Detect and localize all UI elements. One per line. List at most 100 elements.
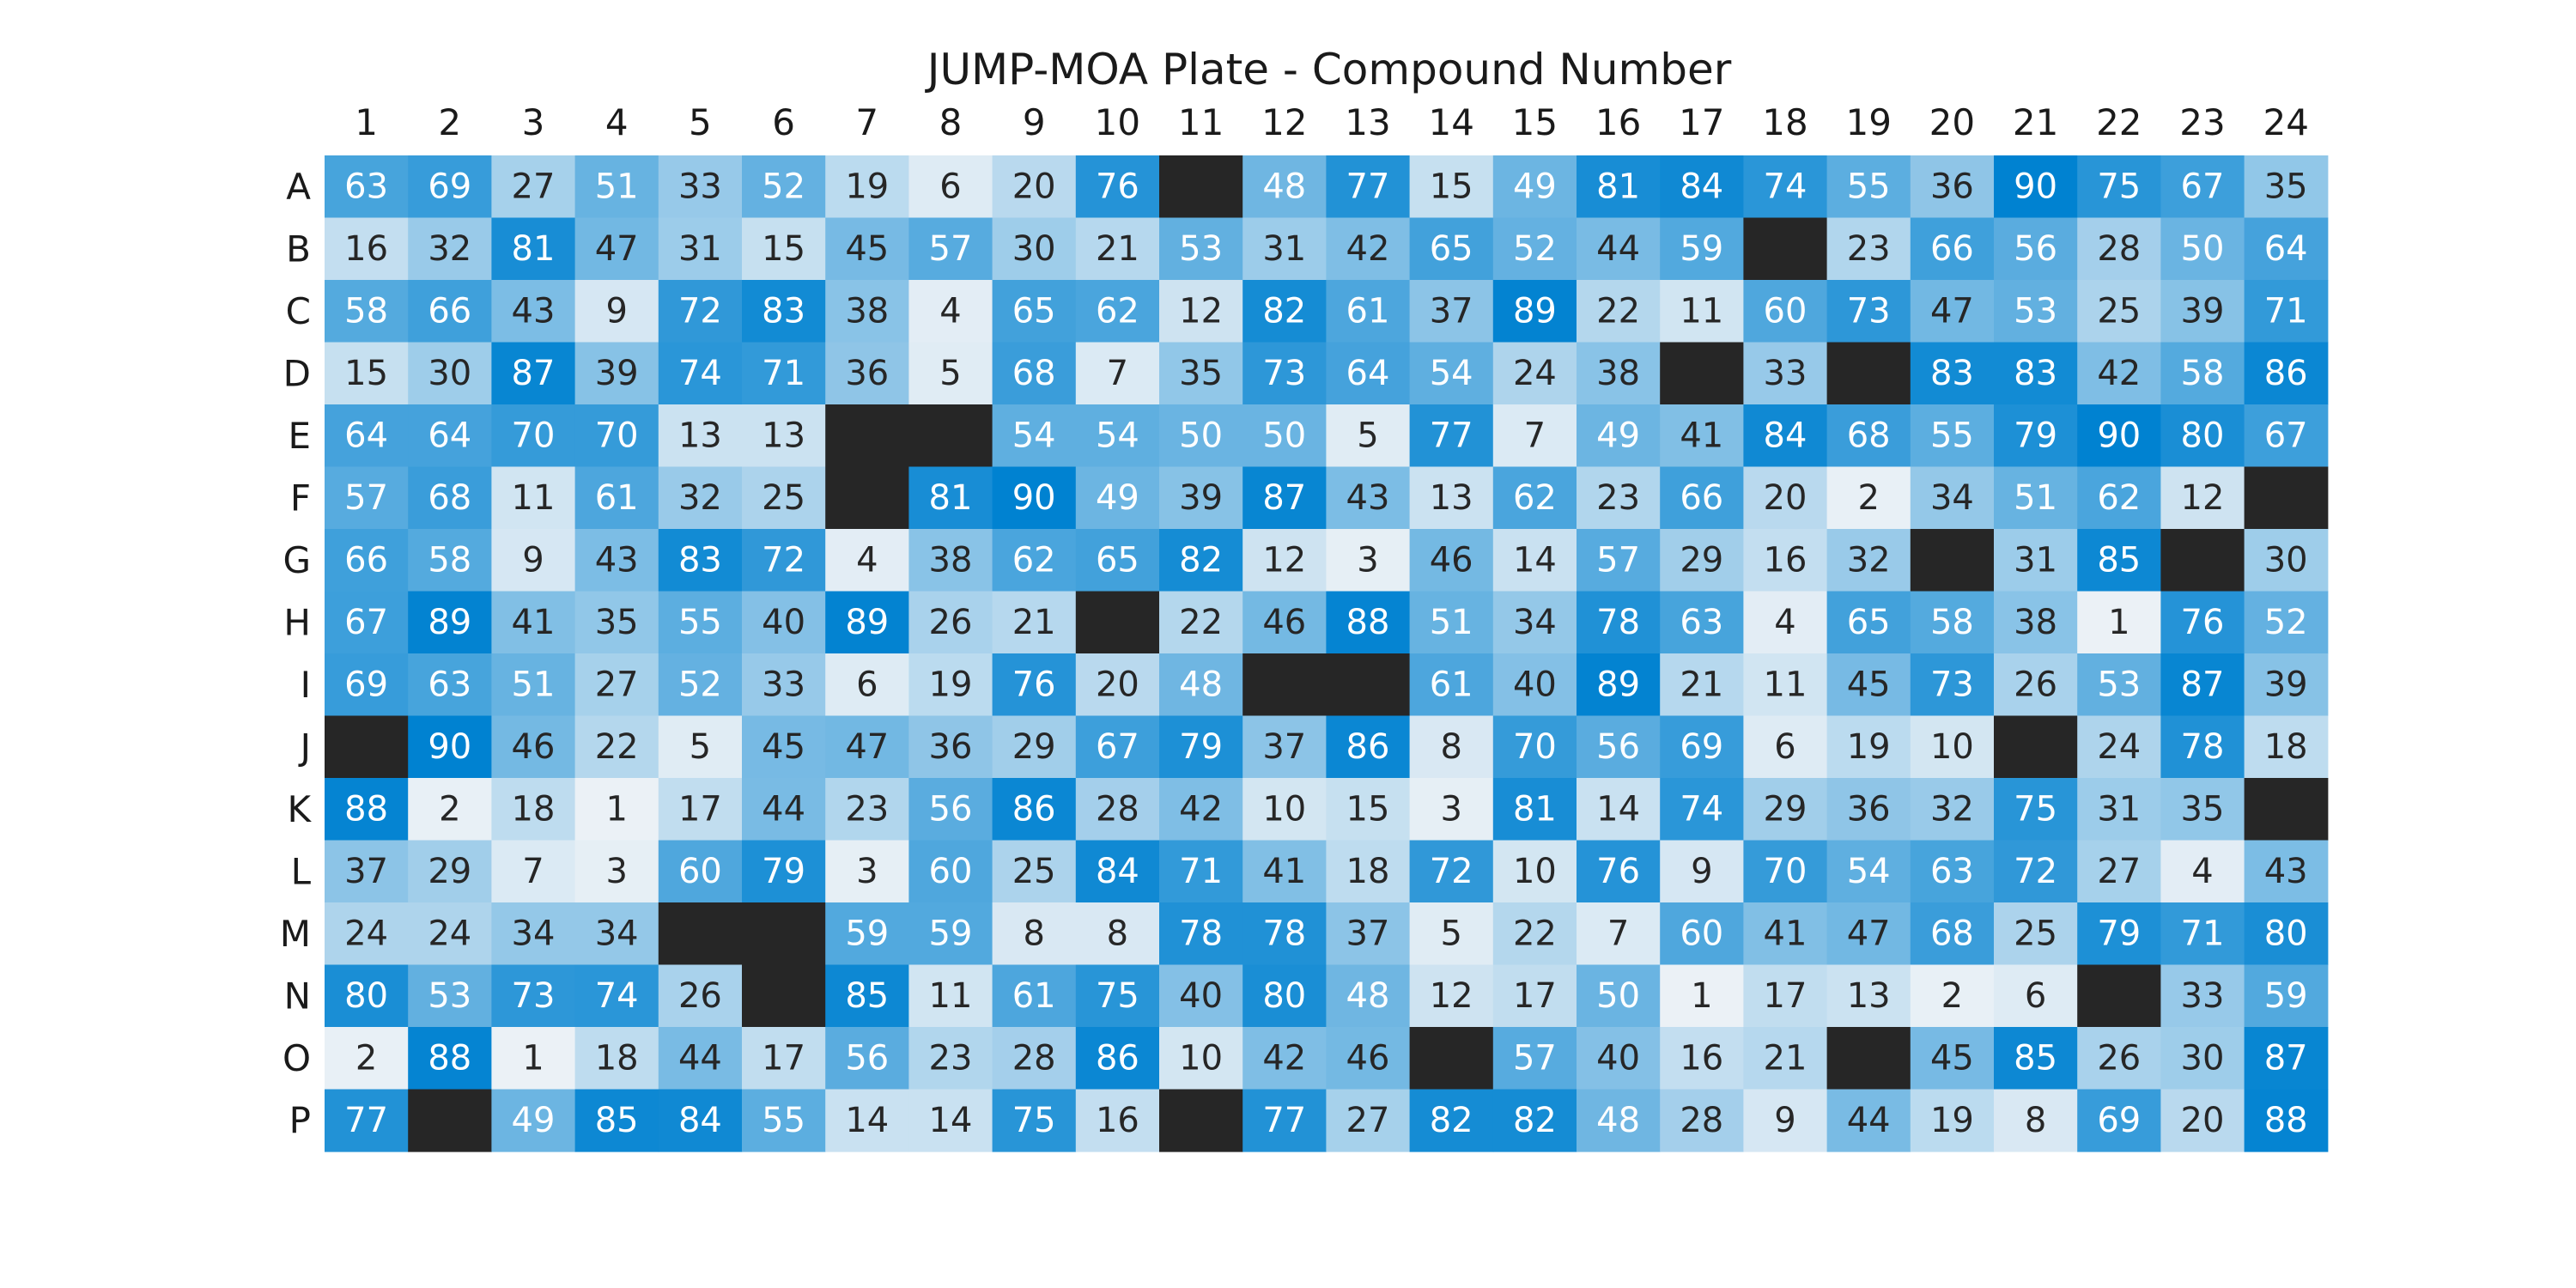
column-tick-label: 20 (1929, 101, 1975, 143)
cell-value-label: 88 (428, 1038, 471, 1078)
heatmap-cell (1409, 840, 1494, 903)
heatmap-cell (2160, 155, 2245, 219)
heatmap-cell (1409, 902, 1494, 966)
column-tick-label: 6 (772, 101, 795, 143)
heatmap-cell (1910, 1089, 1995, 1152)
column-tick-label: 23 (2179, 101, 2225, 143)
heatmap-cell (825, 902, 909, 966)
heatmap-cell (1910, 591, 1995, 654)
heatmap-cell (574, 778, 659, 841)
heatmap-cell (1326, 280, 1411, 343)
heatmap-cell (574, 529, 659, 592)
heatmap-cell (2077, 1027, 2161, 1091)
heatmap-cell (992, 1089, 1077, 1152)
column-tick-label: 5 (689, 101, 712, 143)
cell-value-label: 24 (1513, 354, 1557, 393)
cell-value-label: 10 (1513, 852, 1557, 891)
column-tick-label: 1 (355, 101, 378, 143)
cell-value-label: 86 (2264, 354, 2308, 393)
heatmap-cell (1910, 1027, 1995, 1091)
heatmap-cell-empty (1242, 653, 1327, 717)
cell-value-label: 77 (1430, 416, 1473, 455)
cell-value-label: 69 (428, 167, 471, 206)
cell-value-label: 19 (1930, 1101, 1974, 1140)
cell-value-label: 56 (2014, 229, 2057, 269)
heatmap-cell (742, 280, 826, 343)
heatmap-cell (658, 466, 743, 530)
cell-value-label: 9 (605, 291, 627, 331)
cell-value-label: 73 (512, 976, 556, 1016)
heatmap-cell (491, 280, 576, 343)
cell-value-label: 71 (1179, 852, 1223, 891)
heatmap-cell (992, 1027, 1077, 1091)
cell-value-label: 67 (2181, 167, 2225, 206)
heatmap-cell (992, 342, 1077, 405)
heatmap-cell (408, 217, 492, 281)
heatmap-cell (1492, 155, 1577, 219)
heatmap-cell-empty (1159, 1089, 1243, 1152)
heatmap-cell (2160, 466, 2245, 530)
cell-value-label: 61 (1012, 976, 1056, 1016)
chart-title: JUMP-MOA Plate - Compound Number (925, 45, 1732, 94)
heatmap-cell (2244, 1089, 2329, 1152)
column-tick-label: 8 (939, 101, 963, 143)
heatmap-cell (491, 964, 576, 1028)
cell-value-label: 80 (2264, 914, 2308, 953)
heatmap-cell (1577, 653, 1661, 717)
cell-value-label: 76 (1596, 852, 1640, 891)
cell-value-label: 80 (1262, 976, 1306, 1016)
cell-value-label: 2 (355, 1038, 377, 1078)
heatmap-cell (1159, 715, 1243, 779)
cell-value-label: 24 (344, 914, 388, 953)
heatmap-cell (325, 653, 409, 717)
cell-value-label: 79 (2097, 914, 2141, 953)
cell-value-label: 67 (344, 603, 388, 642)
cell-value-label: 88 (344, 789, 388, 829)
cell-value-label: 62 (1012, 540, 1056, 580)
cell-value-label: 27 (1346, 1101, 1390, 1140)
heatmap-cell (491, 342, 576, 405)
row-tick-label: L (291, 850, 312, 892)
heatmap-cell (1075, 280, 1160, 343)
heatmap-cell (408, 1027, 492, 1091)
cell-value-label: 71 (2264, 291, 2308, 331)
heatmap-cell (1826, 155, 1911, 219)
heatmap-cell (1159, 404, 1243, 468)
cell-value-label: 90 (2097, 416, 2141, 455)
heatmap-cell (1326, 342, 1411, 405)
cell-value-label: 28 (1096, 789, 1139, 829)
cell-value-label: 46 (1346, 1038, 1390, 1078)
cell-value-label: 26 (2014, 665, 2057, 704)
cell-value-label: 11 (929, 976, 973, 1016)
cell-value-label: 58 (344, 291, 388, 331)
heatmap-cell (1743, 1089, 1828, 1152)
heatmap-cell (1577, 466, 1661, 530)
cell-value-label: 13 (1847, 976, 1891, 1016)
cell-value-label: 66 (1930, 229, 1974, 269)
heatmap-cell (1660, 902, 1744, 966)
cell-value-label: 51 (512, 665, 556, 704)
cell-value-label: 2 (439, 789, 460, 829)
cell-value-label: 72 (678, 291, 722, 331)
heatmap-cell (1409, 715, 1494, 779)
heatmap-cell (2160, 280, 2245, 343)
cell-value-label: 46 (1262, 603, 1306, 642)
heatmap-cell (1075, 529, 1160, 592)
heatmap-cell (742, 155, 826, 219)
heatmap-cell (408, 404, 492, 468)
heatmap-cell (908, 591, 993, 654)
heatmap-cell (1826, 778, 1911, 841)
heatmap-cell (742, 342, 826, 405)
heatmap-cell (1660, 840, 1744, 903)
heatmap-cell (325, 1089, 409, 1152)
cell-value-label: 3 (605, 852, 627, 891)
cell-value-label: 90 (2014, 167, 2057, 206)
cell-value-label: 35 (595, 603, 639, 642)
cell-value-label: 45 (1847, 665, 1891, 704)
cell-value-label: 11 (512, 478, 556, 518)
heatmap-cell (1826, 404, 1911, 468)
heatmap-cell (1075, 342, 1160, 405)
heatmap-cell (1326, 466, 1411, 530)
heatmap-cell (1743, 466, 1828, 530)
cell-value-label: 7 (1107, 354, 1128, 393)
